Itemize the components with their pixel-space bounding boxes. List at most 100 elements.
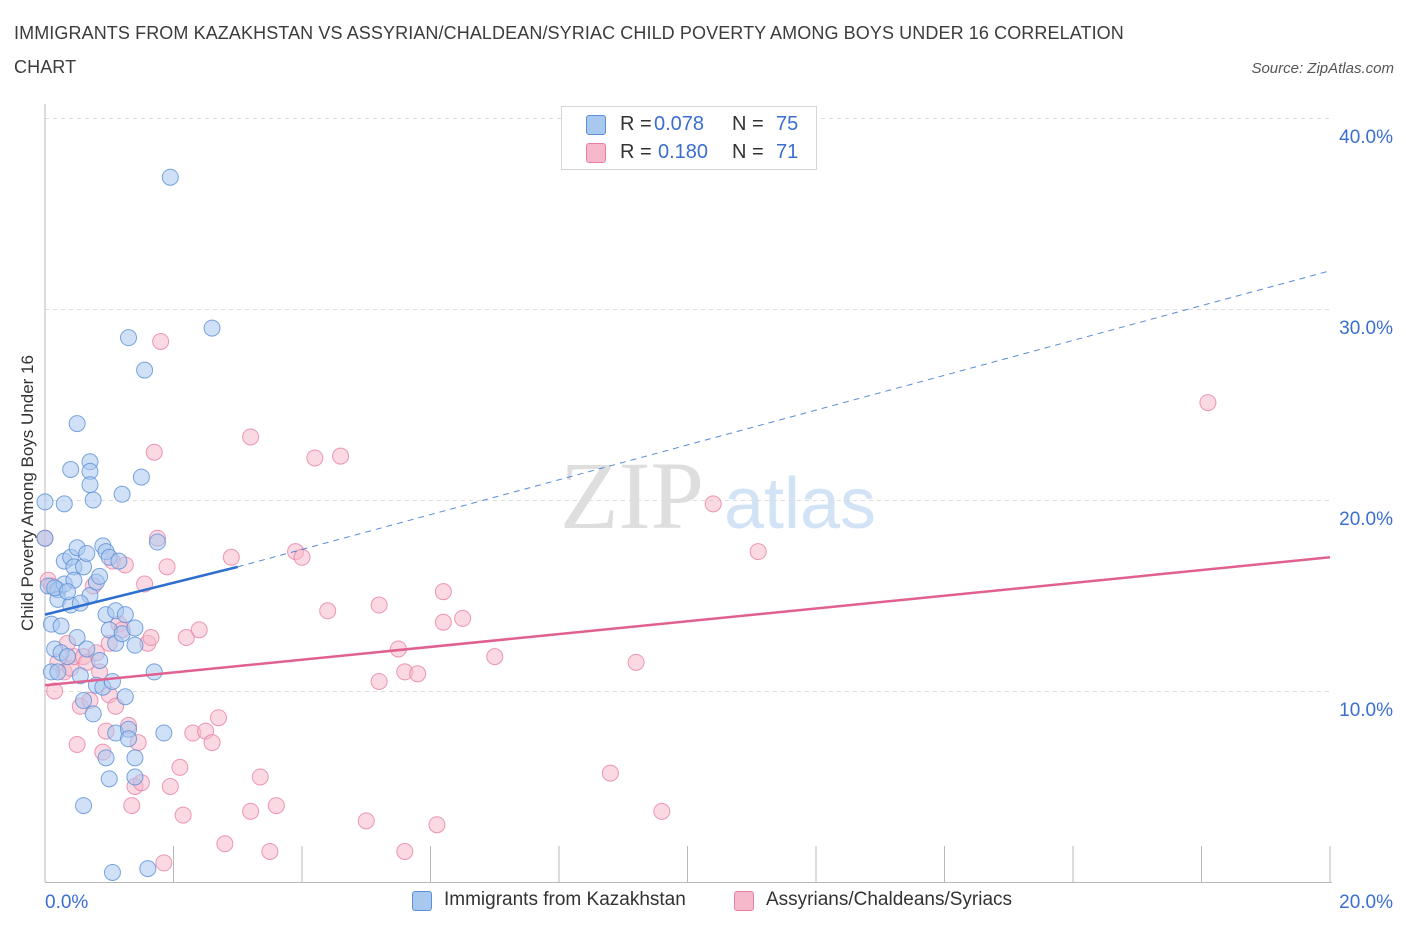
trend-lines [44,270,1331,687]
correlation-legend: R = 0.078 N = 75 R = 0.180 N = 71 [561,106,817,170]
series-kazakhstan-points [36,168,221,881]
data-point-kazakhstan [78,544,96,562]
legend-swatch-pink [586,143,606,163]
data-point-assyrians [434,583,452,601]
legend-swatch-pink [734,891,754,911]
y-tick-label: 30.0% [1339,318,1393,339]
data-point-kazakhstan [58,583,76,601]
data-point-kazakhstan [68,629,86,647]
data-point-assyrians [370,672,388,690]
data-point-assyrians [158,558,176,576]
data-point-assyrians [152,332,170,350]
legend-r-label: R = [620,113,652,135]
data-point-kazakhstan [132,468,150,486]
data-point-kazakhstan [126,749,144,767]
data-point-assyrians [242,802,260,820]
tick-labels: 10.0% 20.0% 30.0% 40.0% 0.0% 20.0% [45,127,1393,913]
data-point-assyrians [145,443,163,461]
watermark: ZIP atlas [560,442,876,549]
data-point-kazakhstan [126,768,144,786]
y-tick-label: 40.0% [1339,127,1393,148]
data-point-kazakhstan [120,730,138,748]
legend-r-value: 0.180 [658,141,709,163]
data-point-assyrians [123,797,141,815]
data-point-kazakhstan [126,636,144,654]
data-point-kazakhstan [110,552,128,570]
data-point-assyrians [601,764,619,782]
data-point-assyrians [216,835,234,853]
data-point-assyrians [267,797,285,815]
data-point-assyrians [222,548,240,566]
data-point-kazakhstan [91,567,109,585]
data-point-kazakhstan [116,606,134,624]
data-point-assyrians [161,778,179,795]
data-point-kazakhstan [71,594,89,612]
data-point-assyrians [396,842,414,860]
data-point-assyrians [370,596,388,614]
data-point-kazakhstan [113,485,131,503]
data-point-assyrians [142,629,160,647]
x-tick-label-min: 0.0% [45,892,88,913]
data-point-assyrians [627,653,645,671]
data-point-assyrians [177,629,195,647]
data-point-kazakhstan [155,724,173,742]
data-point-kazakhstan [116,688,134,706]
data-point-assyrians [434,613,452,631]
legend-n-value: 75 [776,113,799,135]
data-point-assyrians [319,602,337,620]
legend-n-label: N = [732,141,764,163]
x-tick-label-max: 20.0% [1339,892,1393,913]
data-point-assyrians [174,806,192,824]
data-point-kazakhstan [120,329,138,347]
data-point-assyrians [749,543,767,561]
data-point-kazakhstan [68,415,86,433]
data-point-kazakhstan [126,619,144,637]
trend-line-kazakhstan-extended [237,270,1331,568]
data-point-assyrians [171,758,189,776]
legend-swatch-blue [412,891,432,911]
data-point-assyrians [209,709,227,727]
legend-r-value: 0.078 [654,113,705,135]
data-point-assyrians [486,648,504,666]
data-point-assyrians [409,665,427,683]
data-point-kazakhstan [103,672,121,690]
grid [45,118,1330,692]
data-point-kazakhstan [55,495,73,513]
data-point-assyrians [454,609,472,627]
data-point-assyrians [242,428,260,446]
data-point-assyrians [357,812,375,830]
data-point-assyrians [704,495,722,513]
data-point-assyrians [306,449,324,467]
legend-r-label: R = [620,141,652,163]
data-point-assyrians [251,768,269,786]
legend-swatch-blue [586,115,606,135]
data-point-kazakhstan [84,705,102,723]
data-point-kazakhstan [148,533,166,551]
data-point-kazakhstan [36,529,54,547]
data-point-kazakhstan [71,667,89,685]
data-point-assyrians [653,802,671,820]
y-tick-label: 20.0% [1339,509,1393,530]
series-legend: Immigrants from Kazakhstan Assyrians/Cha… [0,888,1406,918]
legend-label: Immigrants from Kazakhstan [444,889,686,910]
data-point-kazakhstan [75,692,93,710]
data-point-assyrians [293,548,311,566]
data-point-kazakhstan [81,476,99,494]
legend-label: Assyrians/Chaldeans/Syriacs [766,889,1013,910]
chart-title: IMMIGRANTS FROM KAZAKHSTAN VS ASSYRIAN/C… [14,23,1124,77]
trend-line-assyrians [44,556,1331,687]
data-point-kazakhstan [136,361,154,379]
legend-n-label: N = [732,113,764,135]
axes [44,104,1332,883]
data-point-assyrians [68,735,86,753]
data-point-kazakhstan [58,648,76,666]
data-point-kazakhstan [97,749,115,767]
data-point-kazakhstan [161,168,179,186]
data-point-kazakhstan [84,491,102,509]
data-point-kazakhstan [91,651,109,669]
data-point-assyrians [332,447,350,465]
data-point-kazakhstan [139,860,157,878]
y-tick-label: 10.0% [1339,700,1393,721]
data-point-kazakhstan [36,493,54,511]
data-point-assyrians [190,621,208,639]
